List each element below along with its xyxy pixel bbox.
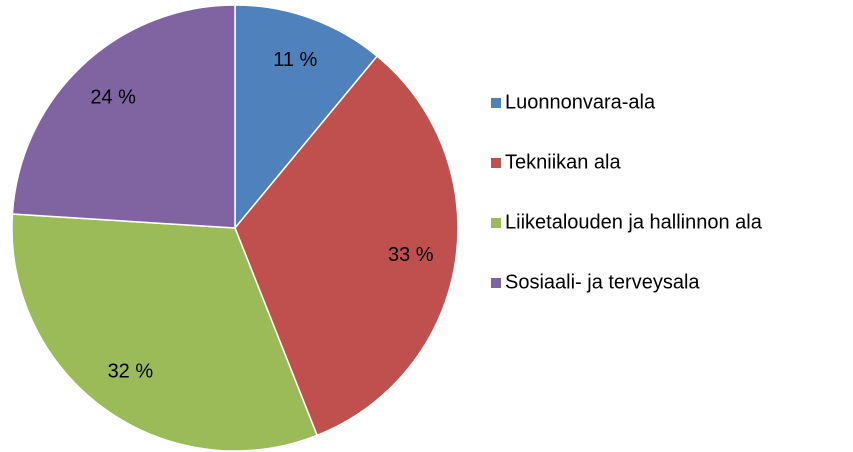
- pie-slice: [11, 4, 236, 229]
- data-label: 32 %: [108, 360, 154, 382]
- legend-swatch: [491, 278, 501, 288]
- legend-label: Luonnonvara-ala: [505, 91, 656, 113]
- legend-label: Sosiaali- ja terveysala: [505, 271, 700, 293]
- legend-swatch: [491, 218, 501, 228]
- pie-slice: [234, 55, 459, 437]
- data-label: 24 %: [90, 87, 136, 109]
- legend-label: Liiketalouden ja hallinnon ala: [505, 211, 763, 233]
- legend-swatch: [491, 158, 501, 168]
- pie-slice: [11, 213, 319, 452]
- legend-label: Tekniikan ala: [505, 151, 622, 173]
- data-label: 33 %: [388, 244, 434, 266]
- data-label: 11 %: [273, 49, 317, 71]
- pie-slice: [234, 4, 379, 231]
- legend-swatch: [491, 98, 501, 108]
